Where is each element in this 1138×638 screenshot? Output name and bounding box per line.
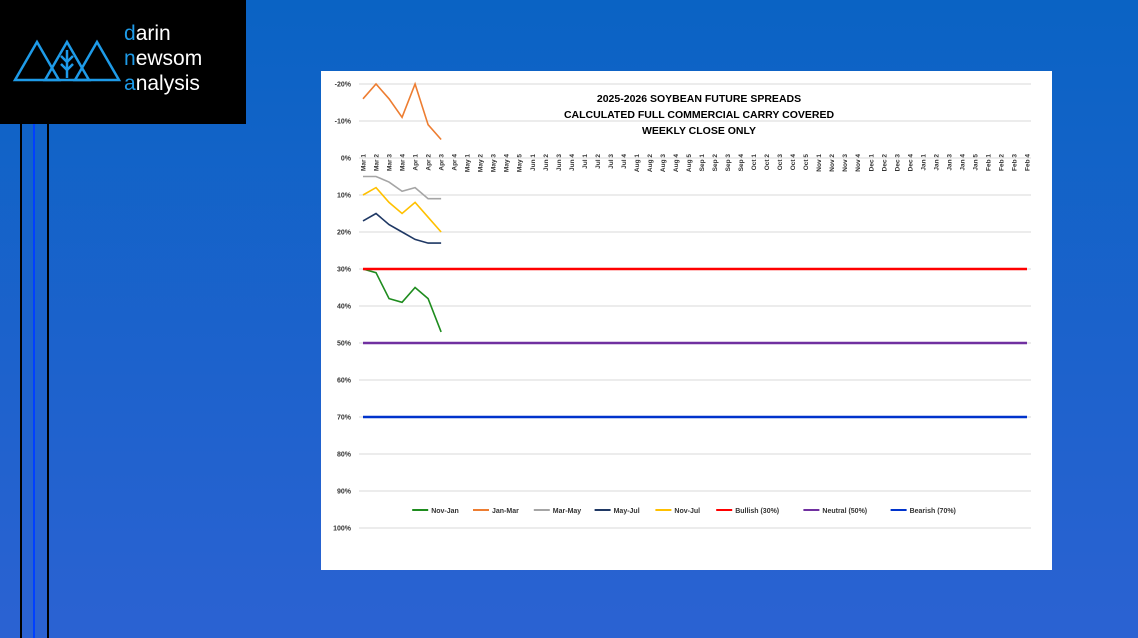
x-tick-label: Sep 4: [738, 154, 745, 172]
legend-label: Mar-May: [553, 508, 582, 515]
x-tick-label: Jan 3: [946, 154, 953, 171]
x-tick-label: Aug 4: [673, 154, 680, 172]
chart-title: 2025-2026 SOYBEAN FUTURE SPREADS: [597, 93, 801, 105]
x-tick-label: Jan 5: [972, 154, 979, 171]
x-tick-label: Apr 3: [439, 154, 446, 171]
rule: [47, 124, 49, 638]
x-tick-label: Dec 3: [894, 154, 901, 172]
series-line: [362, 212, 442, 244]
x-tick-label: Apr 4: [452, 154, 459, 171]
x-tick-label: Jan 4: [959, 154, 966, 171]
x-tick-label: Jun 1: [530, 154, 537, 171]
y-tick-label: 90%: [337, 489, 352, 496]
chart-title: CALCULATED FULL COMMERCIAL CARRY COVERED: [564, 109, 835, 121]
x-tick-label: Mar 1: [361, 154, 368, 171]
x-tick-label: Nov 4: [855, 154, 862, 172]
x-tick-label: Mar 3: [387, 154, 394, 171]
x-tick-label: Oct 5: [803, 154, 810, 171]
x-tick-label: Jul 4: [621, 154, 628, 169]
logo: darin newsom analysis: [0, 0, 246, 124]
chart-frame: 2025-2026 SOYBEAN FUTURE SPREADS CALCULA…: [321, 71, 1052, 570]
x-tick-label: Feb 4: [1025, 154, 1032, 171]
x-tick-label: Apr 2: [426, 154, 433, 171]
y-tick-label: 60%: [337, 378, 352, 385]
x-tick-label: Jun 2: [543, 154, 550, 171]
chart: 2025-2026 SOYBEAN FUTURE SPREADS CALCULA…: [333, 81, 1032, 533]
legend-label: Neutral (50%): [822, 508, 867, 515]
y-tick-label: 100%: [333, 526, 352, 533]
legend-label: Bearish (70%): [910, 508, 956, 515]
y-tick-label: 50%: [337, 341, 352, 348]
x-tick-label: Sep 2: [712, 154, 719, 172]
x-tick-label: Oct 1: [751, 154, 758, 171]
x-tick-label: Dec 1: [868, 154, 875, 172]
x-tick-label: Jan 2: [933, 154, 940, 171]
y-tick-label: 20%: [337, 230, 352, 237]
x-tick-label: Feb 3: [1011, 154, 1018, 171]
x-tick-label: Jul 1: [582, 154, 589, 169]
y-tick-label: 80%: [337, 452, 352, 459]
logo-icon: [12, 39, 122, 82]
y-tick-label: -20%: [335, 82, 352, 89]
x-tick-label: Nov 1: [816, 154, 823, 172]
logo-word: analysis: [124, 72, 200, 95]
x-tick-label: Oct 2: [764, 154, 771, 171]
x-tick-label: Dec 2: [881, 154, 888, 172]
legend-label: Jan-Mar: [492, 508, 519, 515]
x-tick-label: Jul 3: [608, 154, 615, 169]
x-tick-label: May 4: [504, 154, 511, 172]
legend-label: Bullish (30%): [735, 508, 779, 515]
x-tick-label: Apr 1: [413, 154, 420, 171]
legend-label: May-Jul: [614, 508, 640, 515]
x-tick-label: May 5: [517, 154, 524, 172]
y-tick-label: 70%: [337, 415, 352, 422]
x-tick-label: Aug 3: [660, 154, 667, 172]
x-tick-label: Jun 3: [556, 154, 563, 171]
x-tick-label: Jan 1: [920, 154, 927, 171]
x-tick-label: May 1: [465, 154, 472, 172]
x-tick-label: Aug 5: [686, 154, 693, 172]
rule: [20, 124, 22, 638]
x-tick-label: Jul 2: [595, 154, 602, 169]
series-line: [362, 186, 442, 233]
x-tick-label: Oct 3: [777, 154, 784, 171]
legend-label: Nov-Jul: [674, 508, 700, 515]
x-tick-label: Nov 3: [842, 154, 849, 172]
series-line: [362, 268, 442, 333]
y-tick-label: -10%: [335, 119, 352, 126]
chart-title: WEEKLY CLOSE ONLY: [642, 125, 756, 137]
y-tick-label: 30%: [337, 267, 352, 274]
x-tick-label: Dec 4: [907, 154, 914, 172]
x-tick-label: Mar 2: [374, 154, 381, 171]
rule: [33, 124, 35, 638]
x-tick-label: May 3: [491, 154, 498, 172]
y-tick-label: 10%: [337, 193, 352, 200]
x-tick-label: Oct 4: [790, 154, 797, 171]
x-tick-label: Sep 3: [725, 154, 732, 172]
x-tick-label: Sep 1: [699, 154, 706, 172]
x-tick-label: Nov 2: [829, 154, 836, 172]
legend-label: Nov-Jan: [431, 508, 459, 515]
y-tick-label: 40%: [337, 304, 352, 311]
series-line: [363, 175, 442, 200]
series-line: [362, 81, 442, 141]
logo-word: darin: [124, 22, 171, 45]
x-tick-label: Feb 1: [985, 154, 992, 171]
y-tick-label: 0%: [341, 156, 352, 163]
x-tick-label: Feb 2: [998, 154, 1005, 171]
x-tick-label: Aug 2: [647, 154, 654, 172]
x-tick-label: Aug 1: [634, 154, 641, 172]
x-tick-label: Mar 4: [400, 154, 407, 171]
x-tick-label: Jun 4: [569, 154, 576, 171]
logo-word: newsom: [124, 47, 203, 70]
x-tick-label: May 2: [478, 154, 485, 172]
